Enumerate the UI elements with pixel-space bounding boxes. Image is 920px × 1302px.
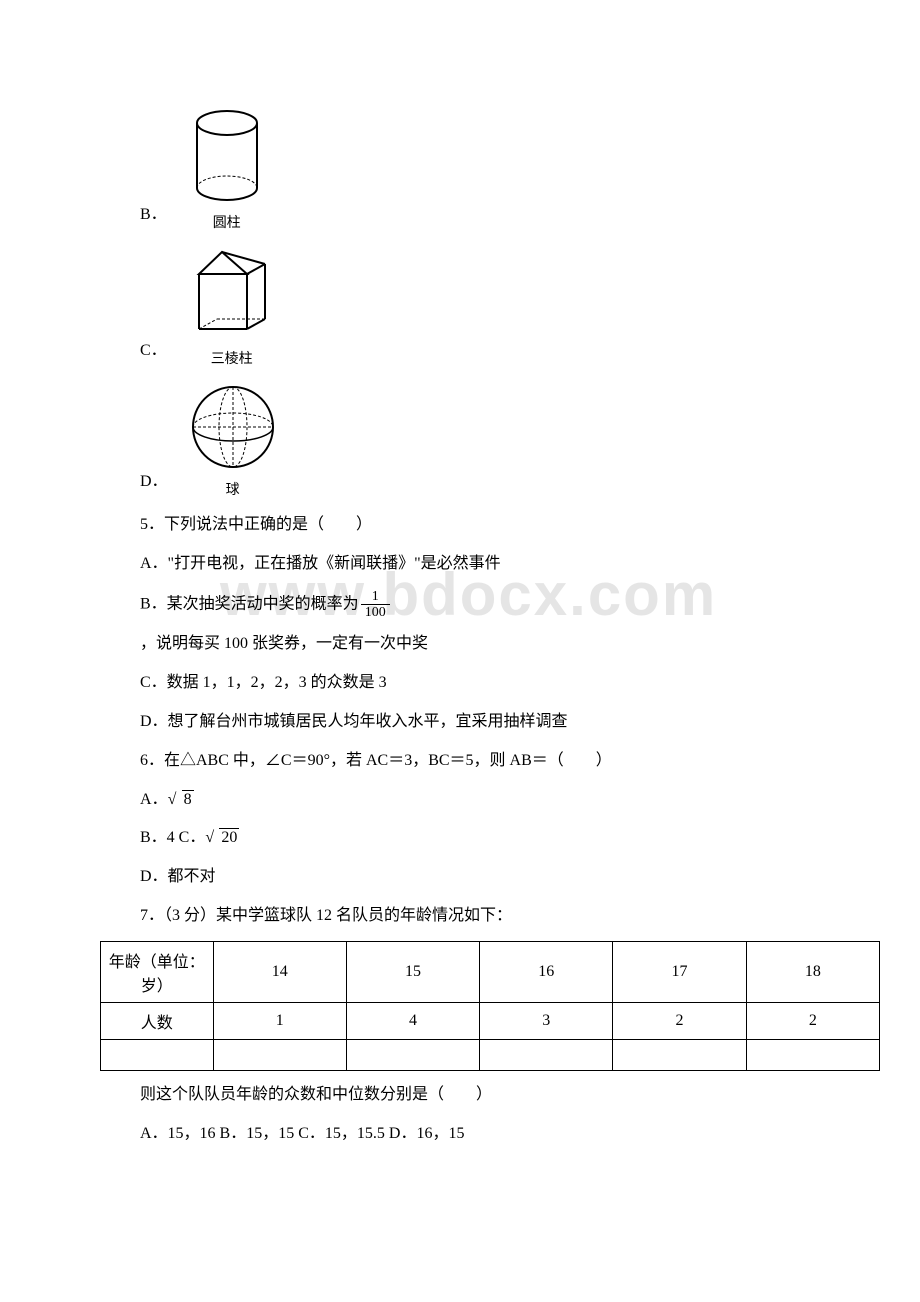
q5-B-pre: B．某次抽奖活动中奖的概率为 bbox=[140, 595, 359, 612]
table-cell: 16 bbox=[480, 941, 613, 1002]
radicand: 8 bbox=[182, 790, 194, 808]
radicand: 20 bbox=[219, 828, 239, 846]
frac-num: 1 bbox=[361, 589, 390, 605]
table-cell: 年龄（单位：岁） bbox=[101, 941, 214, 1002]
prism-shape: 三棱柱 bbox=[187, 244, 277, 368]
sqrt: 20 bbox=[205, 824, 239, 853]
q6-stem: 6．在△ABC 中，∠C＝90°，若 AC＝3，BC＝5，则 AB＝（ ） bbox=[140, 747, 820, 776]
prism-icon bbox=[187, 244, 277, 344]
prism-caption: 三棱柱 bbox=[187, 348, 277, 368]
q7-stem: 7．（3 分）某中学篮球队 12 名队员的年龄情况如下： bbox=[140, 902, 820, 931]
cylinder-shape: 圆柱 bbox=[187, 108, 267, 232]
q6-A-pre: A． bbox=[140, 791, 168, 808]
q5-D: D．想了解台州市城镇居民人均年收入水平，宜采用抽样调查 bbox=[140, 708, 820, 737]
q5-B-line1: B．某次抽奖活动中奖的概率为1100 bbox=[140, 589, 820, 621]
option-letter: D． bbox=[140, 467, 168, 499]
table-row bbox=[101, 1039, 880, 1070]
table-cell: 1 bbox=[213, 1002, 346, 1039]
option-letter: B． bbox=[140, 200, 167, 232]
table-row: 年龄（单位：岁） 14 15 16 17 18 bbox=[101, 941, 880, 1002]
sphere-shape: 球 bbox=[188, 380, 278, 499]
q6-A: A． 8 bbox=[140, 786, 820, 815]
table-cell: 2 bbox=[746, 1002, 879, 1039]
q4-option-B: B． 圆柱 bbox=[140, 108, 820, 232]
q7-after: 则这个队队员年龄的众数和中位数分别是（ ） bbox=[140, 1081, 820, 1110]
sphere-icon bbox=[188, 380, 278, 475]
table-row: 人数 1 4 3 2 2 bbox=[101, 1002, 880, 1039]
table-cell: 人数 bbox=[101, 1002, 214, 1039]
table-cell bbox=[746, 1039, 879, 1070]
table-cell: 18 bbox=[746, 941, 879, 1002]
q7-options: A．15，16 B．15，15 C．15，15.5 D．16，15 bbox=[140, 1120, 820, 1149]
cylinder-icon bbox=[187, 108, 267, 208]
table-cell: 14 bbox=[213, 941, 346, 1002]
sphere-caption: 球 bbox=[188, 479, 278, 499]
q6-BC-pre: B．4 C． bbox=[140, 829, 205, 846]
q6-D: D．都不对 bbox=[140, 863, 820, 892]
q5-A: A．"打开电视，正在播放《新闻联播》"是必然事件 bbox=[140, 550, 820, 579]
q5-stem: 5．下列说法中正确的是（ ） bbox=[140, 511, 820, 540]
table-cell bbox=[480, 1039, 613, 1070]
q5-C: C．数据 1，1，2，2，3 的众数是 3 bbox=[140, 669, 820, 698]
q6-BC: B．4 C． 20 bbox=[140, 824, 820, 853]
table-cell: 2 bbox=[613, 1002, 746, 1039]
sqrt: 8 bbox=[168, 786, 194, 815]
frac-den: 100 bbox=[361, 605, 390, 620]
table-cell: 15 bbox=[346, 941, 479, 1002]
table-cell: 17 bbox=[613, 941, 746, 1002]
table-cell: 4 bbox=[346, 1002, 479, 1039]
fraction: 1100 bbox=[361, 589, 390, 621]
q7-table: 年龄（单位：岁） 14 15 16 17 18 人数 1 4 3 2 2 bbox=[100, 941, 880, 1071]
table-cell bbox=[346, 1039, 479, 1070]
option-letter: C． bbox=[140, 336, 167, 368]
q4-option-C: C． 三棱柱 bbox=[140, 244, 820, 368]
table-cell bbox=[213, 1039, 346, 1070]
table-cell bbox=[101, 1039, 214, 1070]
q4-option-D: D． 球 bbox=[140, 380, 820, 499]
table-cell bbox=[613, 1039, 746, 1070]
q5-B-line2: ，说明每买 100 张奖券，一定有一次中奖 bbox=[140, 630, 820, 659]
cylinder-caption: 圆柱 bbox=[187, 212, 267, 232]
table-cell: 3 bbox=[480, 1002, 613, 1039]
